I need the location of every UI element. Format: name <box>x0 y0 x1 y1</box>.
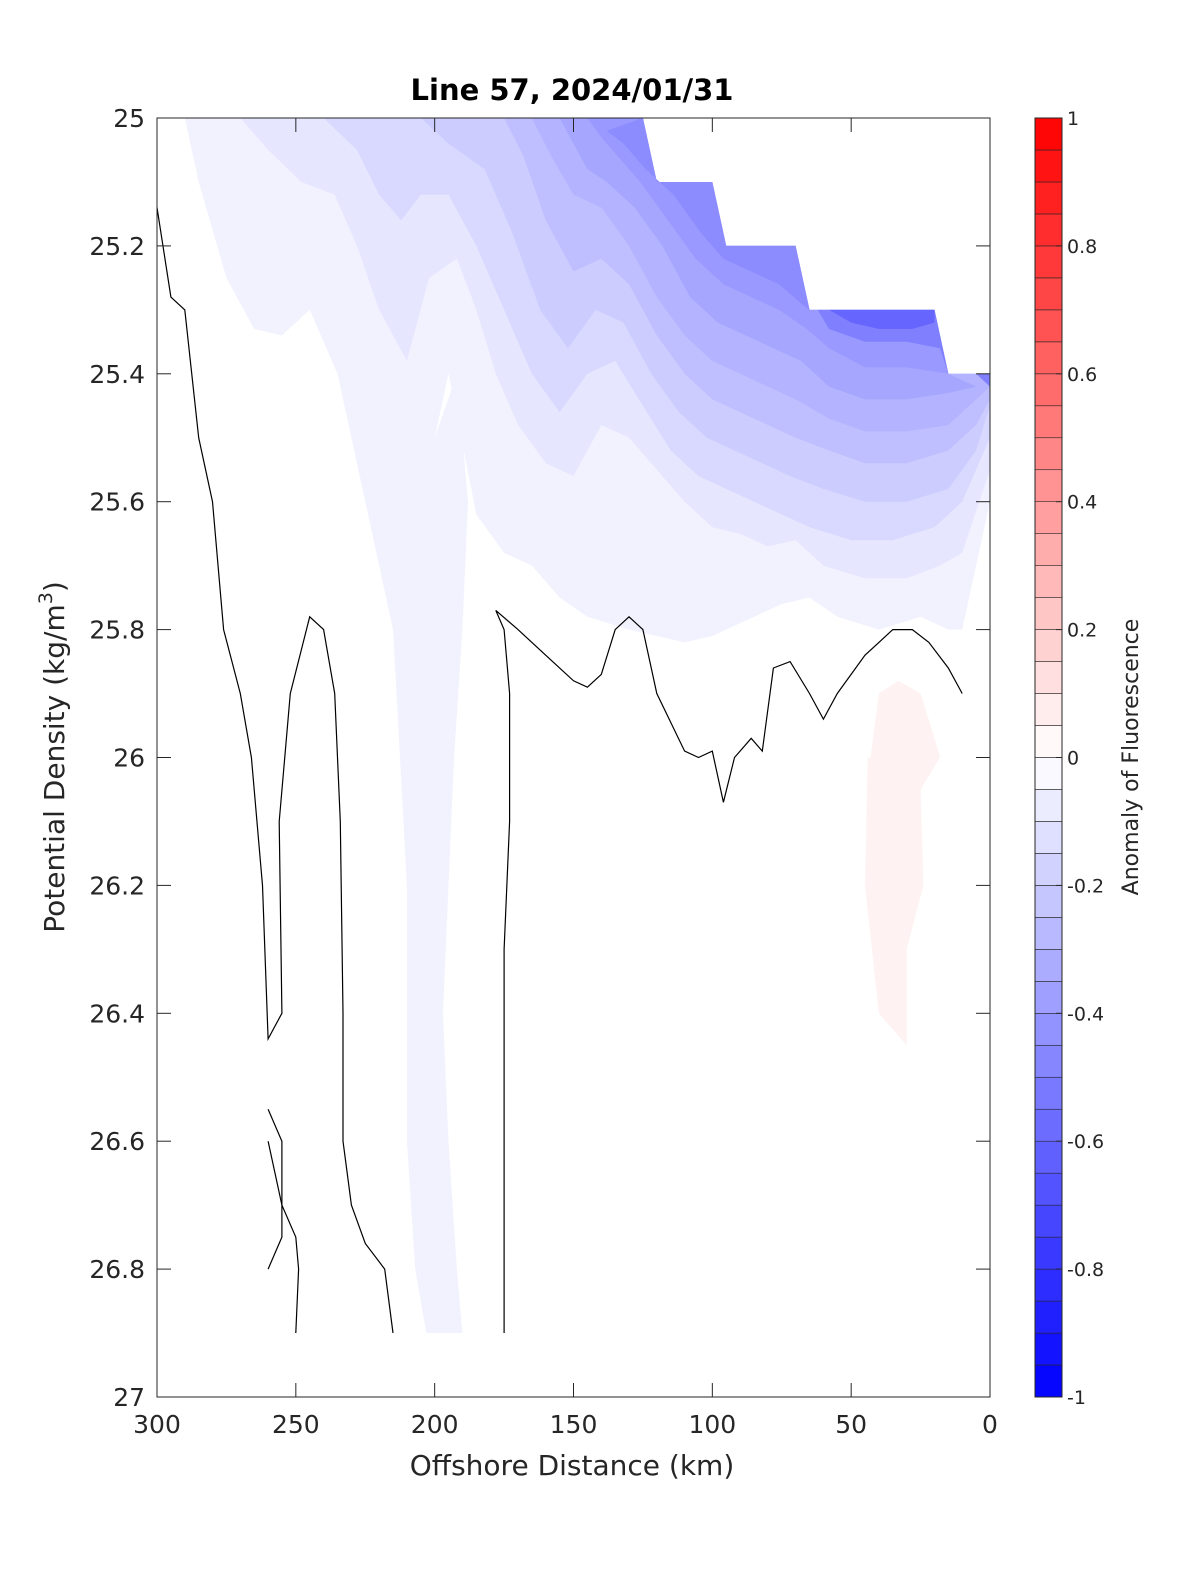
colorbar-tick-label: -0.4 <box>1067 1003 1104 1025</box>
zero-contour-left-lower-b <box>267 1141 300 1334</box>
colorbar-band <box>1034 789 1063 822</box>
anomaly-region-10 <box>829 309 935 329</box>
colorbar-band <box>1034 1268 1063 1302</box>
zero-contour-left-outer <box>157 207 394 1334</box>
colorbar-tick-label: -0.2 <box>1067 875 1104 897</box>
colorbar-band <box>1034 181 1063 215</box>
colorbar-band <box>1034 981 1063 1014</box>
x-tick-label: 300 <box>133 1410 181 1439</box>
zero-contour-left-lower <box>267 1108 283 1270</box>
colorbar-band <box>1034 949 1063 982</box>
x-axis-title: Offshore Distance (km) <box>410 1449 735 1482</box>
anomaly-fills <box>184 118 990 1333</box>
colorbar-tick-label: -0.6 <box>1067 1131 1104 1153</box>
y-tick-label: 25.6 <box>89 488 145 517</box>
colorbar-band <box>1034 757 1063 790</box>
colorbar-band <box>1034 213 1063 247</box>
colorbar-title: Anomaly of Fluorescence <box>1119 619 1144 896</box>
colorbar-band <box>1034 1236 1063 1270</box>
colorbar-band <box>1034 1012 1063 1046</box>
colorbar-band <box>1034 565 1063 598</box>
colorbar-band <box>1034 437 1063 471</box>
y-axis-title-main: Potential Density (kg/m <box>38 604 71 933</box>
colorbar-band <box>1034 1044 1063 1078</box>
colorbar-band <box>1034 1172 1063 1206</box>
chart-title: Line 57, 2024/01/31 <box>411 73 734 107</box>
x-tick-label: 0 <box>982 1410 998 1439</box>
anomaly-region-9 <box>817 309 990 387</box>
colorbar-band <box>1034 1332 1063 1366</box>
colorbar: -1 -0.8 -0.6 -0.4 -0.2 0 0.2 0.4 0.6 0.8 1 <box>1034 108 1104 1409</box>
x-tick-label: 150 <box>550 1410 598 1439</box>
colorbar-band <box>1034 117 1063 151</box>
anomaly-region-11 <box>865 680 940 1046</box>
colorbar-band <box>1034 917 1063 950</box>
y-tick-label: 26 <box>113 744 145 773</box>
colorbar-band <box>1034 469 1063 503</box>
colorbar-tick-label: 1 <box>1067 108 1079 130</box>
colorbar-band <box>1034 821 1063 854</box>
y-axis-title: Potential Density (kg/m3) <box>35 581 71 933</box>
y-axis-title-close: ) <box>38 581 71 592</box>
colorbar-tick-label: -1 <box>1067 1387 1086 1409</box>
colorbar-band <box>1034 1300 1063 1334</box>
y-tick-label: 26.6 <box>89 1127 145 1156</box>
y-axis: 25 25.2 25.4 25.6 25.8 26 26.2 26.4 26.6 26.8 27 <box>89 104 990 1412</box>
y-tick-label: 26.4 <box>89 999 145 1028</box>
zero-contours <box>157 207 963 1334</box>
colorbar-band <box>1034 277 1063 311</box>
colorbar-band <box>1034 661 1063 694</box>
colorbar-band <box>1034 501 1063 534</box>
colorbar-band <box>1034 1364 1063 1398</box>
colorbar-band <box>1034 1108 1063 1142</box>
y-tick-label: 26.8 <box>89 1255 145 1284</box>
colorbar-band <box>1034 1204 1063 1238</box>
colorbar-band <box>1034 853 1063 886</box>
y-tick-label: 26.2 <box>89 871 145 900</box>
colorbar-tick-label: 0 <box>1067 748 1079 770</box>
y-tick-label: 25 <box>113 104 145 133</box>
colorbar-band <box>1034 1140 1063 1174</box>
x-tick-label: 250 <box>272 1410 320 1439</box>
colorbar-band <box>1034 245 1063 279</box>
colorbar-tick-label: 0.4 <box>1067 492 1097 514</box>
colorbar-tick-label: 0.8 <box>1067 236 1097 258</box>
anomaly-region-8 <box>606 118 810 310</box>
colorbar-band <box>1034 693 1063 726</box>
colorbar-tick-label: -0.8 <box>1067 1259 1104 1281</box>
colorbar-band <box>1034 597 1063 630</box>
colorbar-band <box>1034 149 1063 183</box>
x-tick-label: 200 <box>411 1410 459 1439</box>
colorbar-band <box>1034 629 1063 662</box>
colorbar-band <box>1034 533 1063 566</box>
y-axis-title-superscript: 3 <box>35 592 57 604</box>
y-tick-label: 27 <box>113 1383 145 1412</box>
y-tick-label: 25.2 <box>89 232 145 261</box>
colorbar-tick-label: 0.2 <box>1067 620 1097 642</box>
x-tick-label: 100 <box>688 1410 736 1439</box>
y-tick-label: 25.8 <box>89 616 145 645</box>
colorbar-band <box>1034 885 1063 918</box>
colorbar-tick-label: 0.6 <box>1067 364 1097 386</box>
y-tick-label: 25.4 <box>89 360 145 389</box>
colorbar-band <box>1034 725 1063 758</box>
colorbar-band <box>1034 405 1063 439</box>
colorbar-band <box>1034 1076 1063 1110</box>
colorbar-band <box>1034 341 1063 375</box>
x-tick-label: 50 <box>835 1410 867 1439</box>
colorbar-band <box>1034 373 1063 407</box>
zero-contour-center <box>495 609 963 1333</box>
colorbar-band <box>1034 309 1063 343</box>
x-axis: 300 250 200 150 100 50 0 <box>133 118 998 1439</box>
